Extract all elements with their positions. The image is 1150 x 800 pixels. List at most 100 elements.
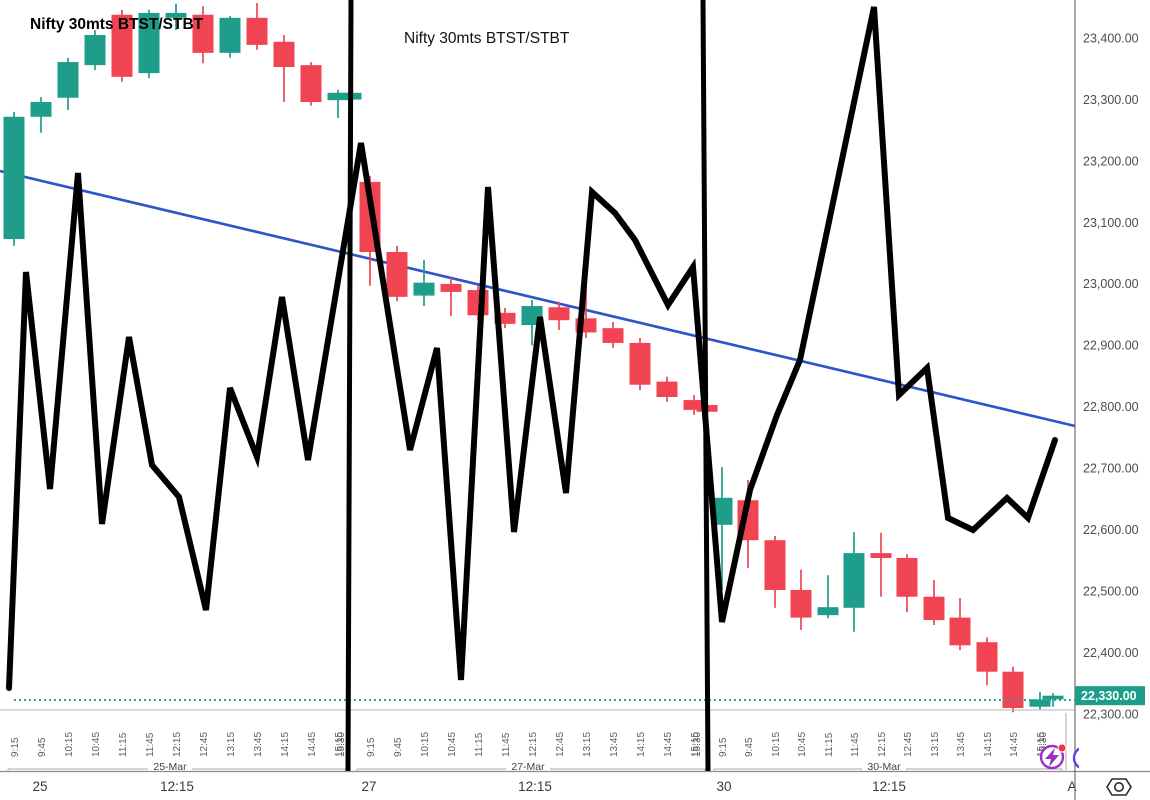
time-axis-label: 14:45	[663, 732, 674, 757]
chart-settings-icon[interactable]	[1106, 778, 1132, 796]
price-axis-label: 23,200.00	[1083, 154, 1139, 168]
time-axis-major-label: 25	[32, 779, 47, 794]
time-axis-label: 14:15	[280, 732, 291, 757]
time-axis-label: 9:45	[393, 737, 404, 757]
candle-down	[764, 540, 786, 590]
time-axis-label: 13:15	[226, 732, 237, 757]
time-axis-label: 11:15	[118, 732, 129, 757]
candle-down	[300, 65, 322, 103]
candle-down	[790, 589, 812, 618]
lightning-icon	[1045, 748, 1059, 767]
candle-down	[976, 642, 998, 672]
date-range-label: 30-Mar	[867, 761, 901, 773]
time-axis-label: 15:30	[1038, 732, 1049, 757]
time-axis-label: 13:45	[956, 732, 967, 757]
time-axis-label: 9:45	[37, 737, 48, 757]
candle-down	[602, 328, 624, 343]
price-axis-label: 22,600.00	[1083, 523, 1139, 537]
price-axis-label: 22,400.00	[1083, 646, 1139, 660]
candle-down	[1002, 671, 1024, 708]
time-axis-label: 13:45	[253, 732, 264, 757]
candle-down	[192, 14, 214, 53]
candle-up	[1042, 695, 1064, 700]
time-axis-label: 9:15	[718, 737, 729, 757]
candle-down	[111, 14, 133, 77]
date-range-label: 27-Mar	[511, 761, 545, 773]
time-axis-label: 9:45	[744, 737, 755, 757]
time-axis-major-label: 12:15	[518, 779, 552, 794]
vertical-line-drawing[interactable]	[345, 0, 354, 772]
candle-down	[440, 283, 462, 292]
candle-up	[84, 35, 106, 66]
time-axis-label: 15:30	[692, 732, 703, 757]
time-axis-label: 13:45	[609, 732, 620, 757]
notification-dot	[1057, 743, 1067, 753]
time-axis-label: 10:15	[64, 732, 75, 757]
time-axis-major-label: A	[1067, 779, 1076, 794]
candle-down	[548, 307, 570, 321]
price-axis-label: 22,900.00	[1083, 339, 1139, 353]
time-axis-label: 10:45	[797, 732, 808, 757]
time-axis-label: 10:15	[420, 732, 431, 757]
last-price-badge-text: 22,330.00	[1081, 689, 1137, 703]
time-axis-label: 14:15	[983, 732, 994, 757]
time-axis-label: 15:15	[334, 732, 345, 757]
time-axis-label: 11:45	[850, 732, 861, 757]
candle-down	[656, 381, 678, 398]
time-axis-label: 10:45	[91, 732, 102, 757]
time-axis-label: 15:15	[1036, 732, 1047, 757]
chart-settings-icon-dot	[1114, 781, 1125, 792]
trendline-drawing[interactable]	[0, 169, 1076, 428]
last-price-badge	[1075, 686, 1145, 706]
date-range-label: 25-Mar	[153, 761, 187, 773]
candle-down	[870, 553, 892, 559]
time-axis-label: 12:45	[555, 732, 566, 757]
candle-up	[138, 12, 160, 74]
price-axis-label: 22,300.00	[1083, 707, 1139, 721]
time-axis-major-label: 12:15	[160, 779, 194, 794]
time-axis-label: 12:15	[877, 732, 888, 757]
candle-down	[949, 617, 971, 646]
candle-up	[30, 102, 52, 117]
time-axis-label: 15:30	[336, 732, 347, 757]
time-axis-label: 11:15	[474, 732, 485, 757]
time-axis-label: 11:15	[824, 732, 835, 757]
candle-up	[711, 497, 733, 525]
time-axis-label: 9:15	[366, 737, 377, 757]
time-axis-label: 13:15	[582, 732, 593, 757]
price-axis-label: 22,700.00	[1083, 462, 1139, 476]
time-axis-major-label: 12:15	[872, 779, 906, 794]
time-axis-label: 13:15	[930, 732, 941, 757]
candle-down	[494, 312, 516, 324]
freehand-zigzag-drawing[interactable]	[6, 6, 1058, 691]
time-axis-label: 10:15	[771, 732, 782, 757]
candle-down	[629, 342, 651, 385]
candle-up	[165, 12, 187, 18]
time-axis-label: 15:15	[690, 732, 701, 757]
candle-up	[3, 116, 25, 240]
candle-down	[246, 17, 268, 45]
candle-up	[413, 282, 435, 296]
time-axis-major-label: 30	[716, 779, 731, 794]
candle-down	[273, 41, 295, 67]
time-axis-label: 12:15	[528, 732, 539, 757]
time-axis-label: 12:15	[172, 732, 183, 757]
candle-down	[896, 558, 918, 597]
time-axis-label: 14:15	[636, 732, 647, 757]
price-axis-label: 23,000.00	[1083, 277, 1139, 291]
time-axis-label: 12:45	[903, 732, 914, 757]
time-axis-label: 11:45	[501, 732, 512, 757]
text-annotation-drawing[interactable]: Nifty 30mts BTST/STBT	[404, 30, 570, 47]
price-axis-label: 23,300.00	[1083, 93, 1139, 107]
candle-up	[327, 92, 349, 101]
time-axis-label: 14:45	[307, 732, 318, 757]
time-axis-label: 14:45	[1009, 732, 1020, 757]
time-axis-label: 12:45	[199, 732, 210, 757]
time-axis-label: 10:45	[447, 732, 458, 757]
price-axis-label: 23,400.00	[1083, 31, 1139, 45]
candle-down	[386, 251, 408, 297]
price-axis-label: 23,100.00	[1083, 216, 1139, 230]
clipped-button[interactable]	[1072, 747, 1096, 769]
